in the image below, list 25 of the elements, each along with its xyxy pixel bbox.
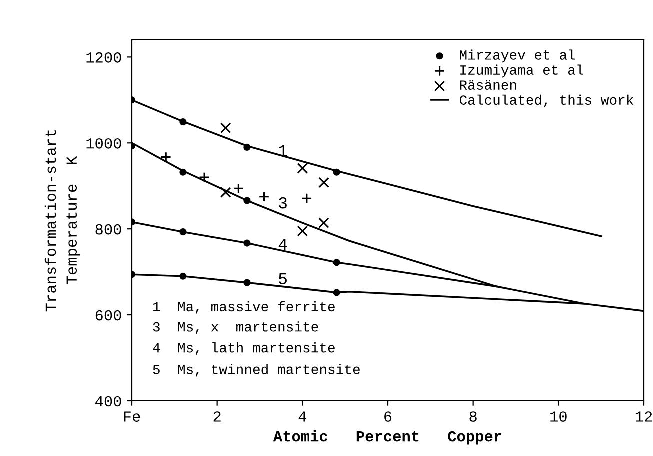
x-tick-label: 6 [384,412,392,422]
x-tick-label: 8 [470,412,477,422]
x-tick-label: 10 [550,412,567,422]
x-tick-label: 12 [636,412,652,422]
y-axis-title: Transformation-start Temperature K [44,130,80,312]
y-tick-label: 1000 [86,138,122,149]
legend-label: Mirzayev et al [460,50,576,63]
annotation: 4 [278,239,288,250]
annotation: 3 Ms, x martensite [153,322,318,334]
x-tick-label: 4 [298,412,306,422]
annotation: 5 Ms, twinned martensite [153,364,360,377]
legend-label: Räsänen [460,80,516,90]
y-tick-label: 400 [96,396,122,407]
x-tick-label: 2 [214,412,221,422]
y-tick-label: 1200 [86,52,122,63]
y-tick-label: 600 [96,310,122,321]
legend-label: Izumiyama et al [460,64,584,78]
x-tick-label: Fe [124,412,140,422]
annotation: 4 Ms, lath martensite [153,342,335,356]
annotation: 3 [279,197,287,209]
annotation: 1 Ma, massive ferrite [153,301,335,314]
x-axis-title: Atomic Percent Copper [273,430,502,445]
legend-label: Calculated, this work [460,94,634,108]
annotation: 5 [279,273,287,285]
y-tick-label: 800 [96,224,122,235]
